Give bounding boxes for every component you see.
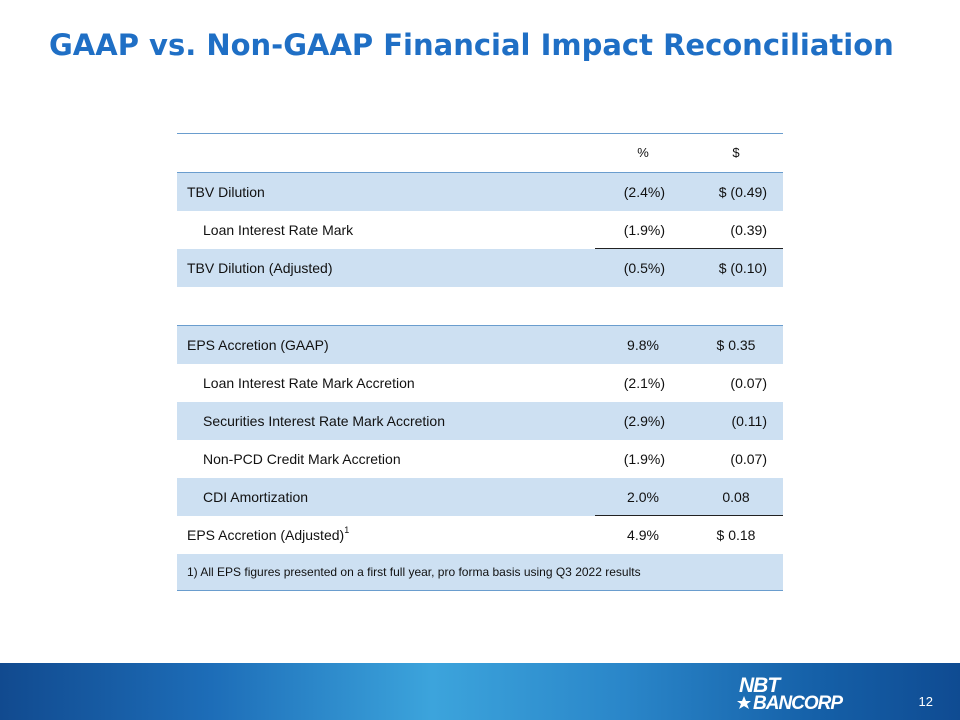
logo-graphic: NBT BANCORP: [737, 674, 844, 714]
row-pct: (1.9%): [623, 451, 665, 467]
row-pct: (2.4%): [623, 184, 665, 200]
reconciliation-table: % $ TBV Dilution (2.4%) $ (0.49) Loan In…: [177, 133, 783, 591]
row-label: TBV Dilution (Adjusted): [187, 260, 333, 276]
table-row: CDI Amortization 2.0% 0.08: [177, 478, 783, 516]
table-row: Securities Interest Rate Mark Accretion …: [177, 402, 783, 440]
row-label: Loan Interest Rate Mark: [203, 222, 354, 238]
row-usd: $ (0.10): [718, 260, 767, 276]
row-label: Non-PCD Credit Mark Accretion: [203, 451, 401, 467]
row-usd: (0.07): [730, 451, 767, 467]
row-label: EPS Accretion (Adjusted)1: [187, 516, 349, 554]
table-row: TBV Dilution (2.4%) $ (0.49): [177, 173, 783, 211]
row-pct: 2.0%: [627, 489, 659, 505]
header-usd: $: [732, 145, 740, 160]
row-usd: (0.11): [731, 413, 767, 429]
nbt-bancorp-logo: NBT BANCORP: [735, 673, 883, 714]
footer-band: [0, 663, 960, 720]
footnote-marker: 1: [344, 525, 350, 536]
row-usd: $ 0.35: [716, 337, 756, 353]
logo-text-bottom: BANCORP: [753, 693, 843, 713]
row-pct: (0.5%): [623, 260, 665, 276]
row-pct: (1.9%): [623, 222, 665, 238]
subtotal-rule: [595, 248, 783, 249]
table-row: Loan Interest Rate Mark (1.9%) (0.39): [177, 211, 783, 249]
row-pct: 9.8%: [627, 337, 659, 353]
row-label: Securities Interest Rate Mark Accretion: [203, 413, 445, 429]
header-pct: %: [637, 145, 649, 160]
row-usd: (0.07): [730, 375, 767, 391]
table-row: EPS Accretion (Adjusted)1 4.9% $ 0.18: [177, 516, 783, 554]
row-usd: $ (0.49): [718, 184, 767, 200]
table-row: Non-PCD Credit Mark Accretion (1.9%) (0.…: [177, 440, 783, 478]
logo-text-top: NBT: [739, 674, 782, 697]
star-icon: [737, 696, 751, 709]
row-label: Loan Interest Rate Mark Accretion: [203, 375, 415, 391]
footnote-text: 1) All EPS figures presented on a first …: [187, 565, 641, 579]
subtotal-rule: [595, 515, 783, 516]
table-header: % $: [177, 133, 783, 173]
row-label: EPS Accretion (GAAP): [187, 337, 329, 353]
row-usd: $ 0.18: [716, 527, 756, 543]
page-number: 12: [918, 694, 933, 709]
row-pct: (2.1%): [623, 375, 665, 391]
table-row: EPS Accretion (GAAP) 9.8% $ 0.35: [177, 325, 783, 364]
row-label: TBV Dilution: [187, 184, 265, 200]
row-usd: (0.39): [730, 222, 767, 238]
row-label: CDI Amortization: [203, 489, 309, 505]
table-row: Loan Interest Rate Mark Accretion (2.1%)…: [177, 364, 783, 402]
row-usd: 0.08: [722, 489, 750, 505]
table-footnote: 1) All EPS figures presented on a first …: [177, 554, 783, 591]
slide-title: GAAP vs. Non-GAAP Financial Impact Recon…: [49, 28, 894, 62]
row-pct: 4.9%: [627, 527, 659, 543]
row-label-text: EPS Accretion (Adjusted): [187, 527, 345, 543]
row-pct: (2.9%): [623, 413, 665, 429]
table-spacer: [177, 287, 783, 325]
table-row: TBV Dilution (Adjusted) (0.5%) $ (0.10): [177, 249, 783, 287]
